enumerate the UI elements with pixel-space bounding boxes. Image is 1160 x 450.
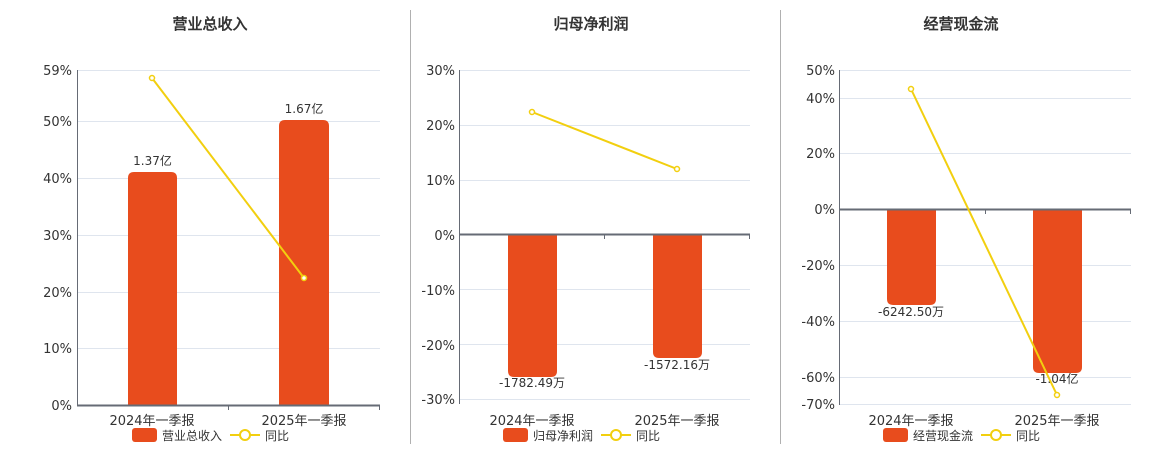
legend-line-icon[interactable] [601,428,632,442]
yoy-line-series [148,74,308,282]
svg-text:-20%: -20% [421,339,455,354]
svg-text:50%: 50% [43,115,72,130]
svg-text:0%: 0% [814,203,835,218]
svg-text:-30%: -30% [421,393,455,408]
svg-text:10%: 10% [426,174,455,189]
svg-text:-1782.49万: -1782.49万 [499,376,565,390]
svg-text:59%: 59% [43,64,72,79]
chart-legend: 经营现金流 同比 [883,426,1040,444]
bar-2025q1[interactable] [279,120,329,405]
svg-text:30%: 30% [43,229,72,244]
svg-text:-1.04亿: -1.04亿 [1035,371,1078,386]
svg-text:2025年一季报: 2025年一季报 [261,414,346,429]
svg-text:20%: 20% [43,286,72,301]
gridlines [839,70,1131,405]
legend-bar-label[interactable]: 归母净利润 [533,428,594,443]
chart-panel-net-profit: 归母净利润 30% 20% 10% 0% -10% -20% -30% -178… [411,0,781,450]
bar-value-labels: 1.37亿 1.67亿 [133,101,323,168]
svg-text:1.37亿: 1.37亿 [133,153,172,168]
svg-text:2024年一季报: 2024年一季报 [868,414,953,429]
y-axis-labels: 50% 40% 20% 0% -20% -40% -60% -70% [801,64,835,413]
svg-text:-70%: -70% [801,398,835,413]
legend-line-label[interactable]: 同比 [636,428,661,443]
x-axis-labels: 2024年一季报 2025年一季报 [109,414,346,429]
chart-plot: 50% 40% 20% 0% -20% -40% -60% -70% -6242… [801,64,1131,429]
svg-text:50%: 50% [806,64,835,79]
svg-text:0%: 0% [51,399,72,414]
svg-text:40%: 40% [806,92,835,107]
svg-text:30%: 30% [426,64,455,79]
legend-bar-swatch[interactable] [132,428,157,442]
yoy-point-2025q1[interactable] [300,274,308,282]
yoy-point-2025q1[interactable] [1053,391,1061,399]
svg-text:10%: 10% [43,342,72,357]
svg-text:-60%: -60% [801,371,835,386]
svg-text:2025年一季报: 2025年一季报 [1014,414,1099,429]
yoy-line-series [907,85,1061,399]
legend-bar-label[interactable]: 经营现金流 [913,428,974,443]
bar-2024q1[interactable] [887,210,936,305]
chart-legend: 营业总收入 同比 [132,426,289,444]
svg-text:-1572.16万: -1572.16万 [644,358,710,372]
gridlines [77,70,380,349]
svg-text:2025年一季报: 2025年一季报 [634,414,719,429]
yoy-point-2024q1[interactable] [148,74,156,82]
bar-series [887,210,1082,373]
panel-divider [780,10,781,444]
panel-divider [410,10,411,444]
svg-text:40%: 40% [43,172,72,187]
legend-line-label[interactable]: 同比 [265,428,290,443]
bar-2025q1[interactable] [653,235,702,358]
svg-text:2024年一季报: 2024年一季报 [109,414,194,429]
chart-title: 归母净利润 [553,15,629,33]
legend-bar-swatch[interactable] [883,428,908,442]
x-axis-labels: 2024年一季报 2025年一季报 [868,414,1099,429]
y-axis-labels: 30% 20% 10% 0% -10% -20% -30% [421,64,455,408]
yoy-point-2025q1[interactable] [673,165,681,173]
svg-text:-40%: -40% [801,315,835,330]
chart-panel-revenue: 营业总收入 59% 50% 40% 30% 20% 10% 0% 1.37亿 [0,0,410,450]
yoy-point-2024q1[interactable] [528,108,536,116]
svg-text:1.67亿: 1.67亿 [285,101,324,116]
bar-2024q1[interactable] [128,172,177,405]
legend-bar-label[interactable]: 营业总收入 [162,428,223,443]
bar-2024q1[interactable] [508,235,557,377]
svg-text:-20%: -20% [801,259,835,274]
bar-series [128,120,329,405]
yoy-point-2024q1[interactable] [907,85,915,93]
svg-text:-6242.50万: -6242.50万 [878,305,944,319]
legend-line-icon[interactable] [230,428,261,442]
yoy-line-series [528,108,681,173]
chart-title: 营业总收入 [172,15,248,33]
svg-text:0%: 0% [434,229,455,244]
svg-text:20%: 20% [806,147,835,162]
chart-plot: 59% 50% 40% 30% 20% 10% 0% 1.37亿 1.67亿 [43,64,380,429]
x-axis-labels: 2024年一季报 2025年一季报 [489,414,719,429]
y-axis-labels: 59% 50% 40% 30% 20% 10% 0% [43,64,72,414]
bar-2025q1[interactable] [1033,210,1082,373]
legend-bar-swatch[interactable] [503,428,528,442]
bar-value-labels: -1782.49万 -1572.16万 [499,358,710,390]
legend-line-label[interactable]: 同比 [1016,428,1041,443]
svg-text:20%: 20% [426,119,455,134]
chart-title: 经营现金流 [923,15,999,33]
svg-text:-10%: -10% [421,284,455,299]
legend-line-icon[interactable] [981,428,1012,442]
chart-plot: 30% 20% 10% 0% -10% -20% -30% -1782.49万 … [421,64,750,429]
svg-text:2024年一季报: 2024年一季报 [489,414,574,429]
chart-panel-operating-cash-flow: 经营现金流 50% 40% 20% 0% -20% -40% -60% -70%… [781,0,1160,450]
bar-series [508,235,702,377]
chart-legend: 归母净利润 同比 [503,426,660,444]
